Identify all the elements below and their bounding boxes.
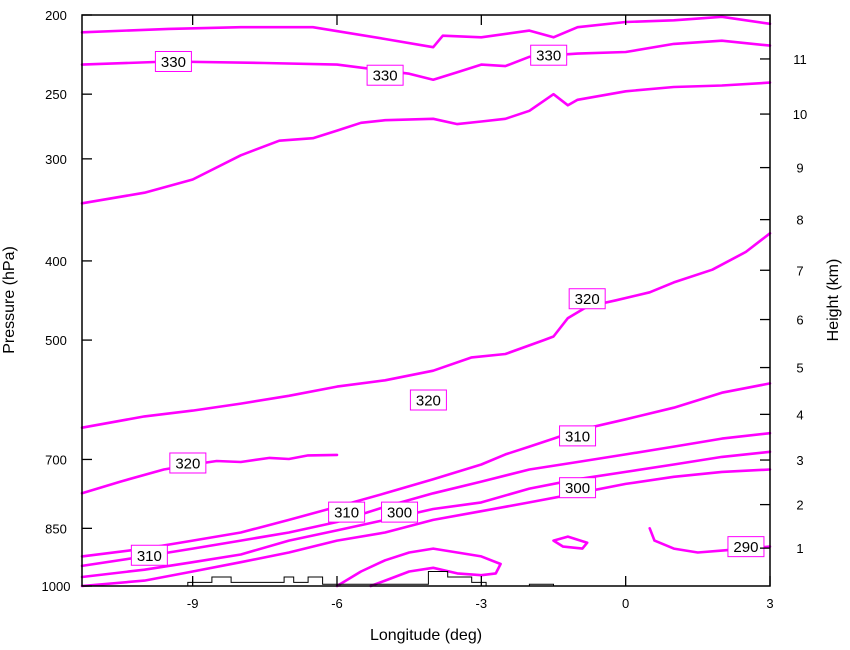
svg-text:310: 310 bbox=[565, 428, 590, 445]
x-tick-label: -3 bbox=[476, 596, 488, 611]
contour-label-300-7-1: 300 bbox=[559, 477, 597, 499]
right-axis-title: Height (km) bbox=[825, 259, 842, 342]
svg-text:320: 320 bbox=[416, 393, 441, 410]
height-tick-label: 1 bbox=[796, 541, 803, 556]
pressure-tick-label: 1000 bbox=[42, 579, 71, 594]
contour-line-310-6 bbox=[80, 431, 772, 568]
x-tick-label: 0 bbox=[622, 596, 629, 611]
contour-label-330-1-0: 330 bbox=[154, 50, 192, 72]
height-tick-label: 10 bbox=[793, 107, 807, 122]
svg-text:330: 330 bbox=[373, 68, 398, 85]
svg-text:320: 320 bbox=[175, 455, 200, 472]
height-tick-label: 3 bbox=[796, 453, 803, 468]
terrain-outline bbox=[178, 571, 554, 587]
svg-text:300: 300 bbox=[387, 505, 412, 522]
contour-label-320-4-0: 320 bbox=[169, 452, 207, 474]
height-tick-label: 4 bbox=[796, 407, 803, 422]
contour-line-310-5 bbox=[80, 382, 772, 558]
svg-text:300: 300 bbox=[565, 480, 590, 497]
height-axis-ticks: 1 2 3 4 5 6 7 8 9 10 11 bbox=[760, 52, 807, 556]
height-tick-label: 7 bbox=[796, 263, 803, 278]
pressure-tick-label: 250 bbox=[45, 87, 67, 102]
contour-line-330-0 bbox=[80, 15, 772, 49]
svg-text:310: 310 bbox=[137, 548, 162, 565]
contour-label-330-1-2: 330 bbox=[530, 44, 568, 66]
contour-line-320-3 bbox=[80, 232, 772, 429]
terrain-profile bbox=[178, 571, 554, 587]
pressure-tick-label: 400 bbox=[45, 254, 67, 269]
height-tick-label: 6 bbox=[796, 313, 803, 328]
contour-label-310-5-1: 310 bbox=[328, 501, 366, 523]
x-tick-label: 3 bbox=[766, 596, 773, 611]
pressure-tick-label: 850 bbox=[45, 521, 67, 536]
svg-text:320: 320 bbox=[575, 291, 600, 308]
contour-lines bbox=[80, 15, 772, 588]
contour-labels: 330 330 330 320 320 320 310 310 310 300 300 290 bbox=[130, 44, 765, 566]
contour-label-310-5-2: 310 bbox=[130, 544, 168, 566]
svg-text:330: 330 bbox=[536, 48, 561, 65]
svg-text:330: 330 bbox=[161, 54, 186, 71]
contour-label-320-3-1: 320 bbox=[409, 389, 447, 411]
contour-label-300-7-0: 300 bbox=[381, 501, 419, 523]
pressure-tick-label: 300 bbox=[45, 152, 67, 167]
contour-label-310-5-0: 310 bbox=[559, 425, 597, 447]
pressure-tick-label: 700 bbox=[45, 452, 67, 467]
contour-line-330-1 bbox=[80, 39, 772, 81]
height-tick-label: 8 bbox=[796, 213, 803, 228]
left-axis-title: Pressure (hPa) bbox=[1, 246, 18, 354]
plot-frame bbox=[81, 14, 771, 587]
contour-label-290-9-0: 290 bbox=[727, 536, 765, 558]
height-tick-label: 2 bbox=[796, 498, 803, 513]
contour-line-290-11 bbox=[335, 547, 502, 588]
x-axis-title: Longitude (deg) bbox=[370, 627, 482, 644]
contour-line-300-8 bbox=[80, 468, 772, 588]
svg-text:310: 310 bbox=[334, 505, 359, 522]
pressure-tick-label: 200 bbox=[45, 8, 67, 23]
height-tick-label: 5 bbox=[796, 361, 803, 376]
pressure-axis-ticks: 200 250 300 400 500 700 850 1000 bbox=[42, 8, 92, 594]
x-axis-ticks: -9 -6 -3 0 3 bbox=[187, 15, 774, 611]
contour-line-320-2 bbox=[80, 81, 772, 205]
svg-text:290: 290 bbox=[733, 539, 758, 556]
contour-label-330-1-1: 330 bbox=[366, 64, 404, 86]
pressure-tick-label: 500 bbox=[45, 333, 67, 348]
contour-line-320-4 bbox=[80, 453, 339, 495]
height-tick-label: 11 bbox=[793, 52, 807, 67]
contour-line-300-7 bbox=[80, 450, 772, 579]
contour-line-290-10 bbox=[552, 535, 589, 550]
contour-label-320-3-0: 320 bbox=[568, 288, 606, 310]
height-tick-label: 9 bbox=[796, 161, 803, 176]
x-tick-label: -6 bbox=[331, 596, 343, 611]
x-tick-label: -9 bbox=[187, 596, 199, 611]
